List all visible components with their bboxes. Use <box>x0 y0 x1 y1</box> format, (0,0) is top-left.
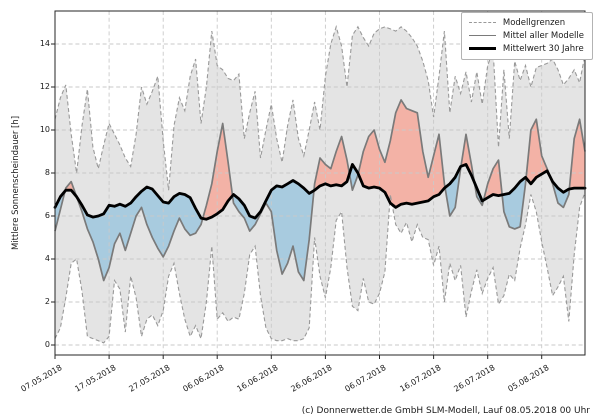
above-normal-region <box>526 119 550 184</box>
below-normal-region <box>445 166 461 216</box>
below-normal-region <box>549 176 570 208</box>
above-normal-region <box>569 119 585 189</box>
black-line-icon <box>468 47 496 50</box>
above-normal-region <box>313 136 350 191</box>
gray-line-icon <box>468 35 496 36</box>
dashed-line-icon <box>468 22 496 23</box>
legend-item-mittel-aller-modelle: Mittel aller Modelle <box>468 29 584 42</box>
legend-item-mittelwert-30-jahre: Mittelwert 30 Jahre <box>468 42 584 55</box>
below-normal-region <box>232 180 314 281</box>
y-axis-label: Mittlere Sonnenscheindauer [h] <box>11 115 21 251</box>
below-normal-region <box>76 187 203 281</box>
legend-label: Modellgrenzen <box>502 17 566 28</box>
y-tick-label: 0 <box>44 340 50 349</box>
copyright-footer: (c) Donnerwetter.de GmbH SLM-Modell, Lau… <box>301 406 590 416</box>
y-tick-label: 10 <box>39 125 50 134</box>
y-tick-label: 14 <box>39 39 50 48</box>
y-tick-label: 2 <box>44 297 50 306</box>
legend-item-modellgrenzen: Modellgrenzen <box>468 16 584 29</box>
y-tick-label: 6 <box>44 211 50 220</box>
above-normal-region <box>358 99 445 208</box>
upper-model-bound-line <box>54 24 586 191</box>
lower-model-bound-line <box>54 192 586 344</box>
legend: Modellgrenzen Mittel aller Modelle Mitte… <box>460 12 593 60</box>
legend-label: Mittelwert 30 Jahre <box>502 43 584 54</box>
y-tick-label: 4 <box>44 254 50 263</box>
y-tick-label: 8 <box>44 168 50 177</box>
climatology-30y-line <box>53 162 587 221</box>
model-mean-line <box>54 99 586 282</box>
plot-border <box>54 10 586 356</box>
legend-label: Mittel aller Modelle <box>502 30 584 41</box>
y-tick-label: 12 <box>39 82 50 91</box>
